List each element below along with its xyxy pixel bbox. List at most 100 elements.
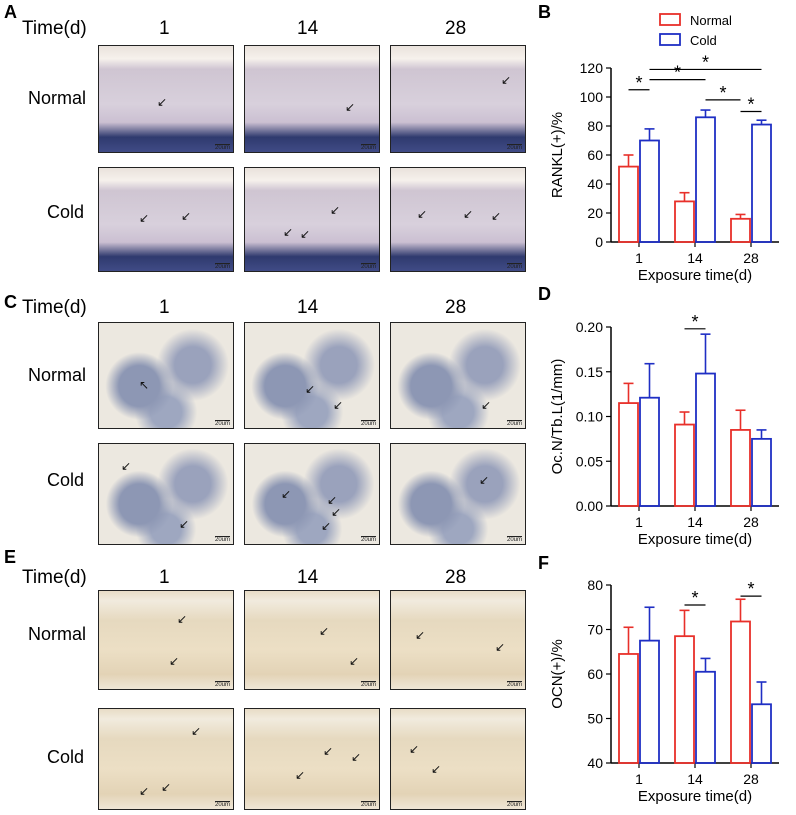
arrow-icon: ↙ bbox=[177, 612, 188, 626]
scale-bar: 20um bbox=[506, 263, 522, 270]
y-axis-label: RANKL(+)/% bbox=[549, 112, 566, 198]
scale-bar: 20um bbox=[214, 144, 230, 151]
chart-rankl: 0 20 40 60 80 100 120 1 14 28 * * * * * Exposure time(d… bbox=[549, 13, 779, 284]
micrograph-e-normal-28: ↙ ↙ 20um bbox=[390, 590, 526, 690]
arrow-icon: ↙ bbox=[157, 95, 168, 109]
micrograph-a-cold-14: ↙ ↙ ↙ 20um bbox=[244, 167, 380, 272]
significance-star: * bbox=[691, 312, 698, 332]
scale-bar: 20um bbox=[214, 801, 230, 808]
arrow-icon: ↙ bbox=[417, 207, 428, 221]
scale-bar: 20um bbox=[360, 801, 376, 808]
time-header-a: Time(d) bbox=[22, 18, 87, 39]
arrow-icon: ↙ bbox=[281, 487, 292, 501]
time-label-a-28: 28 bbox=[445, 18, 467, 39]
micrograph-c-normal-28: ↙ 20um bbox=[390, 322, 526, 429]
arrow-icon: ↙ bbox=[327, 493, 338, 507]
bar-normal-28 bbox=[730, 217, 751, 243]
bar-normal-14 bbox=[674, 200, 695, 243]
x-tick-label: 1 bbox=[635, 771, 643, 787]
y-tick-label: 0.00 bbox=[576, 498, 603, 514]
arrow-icon: ↙ bbox=[349, 654, 360, 668]
time-label-c-28: 28 bbox=[445, 297, 467, 318]
bar-normal-1 bbox=[618, 653, 639, 764]
time-label-e-14: 14 bbox=[297, 567, 319, 588]
scale-bar: 20um bbox=[360, 263, 376, 270]
arrow-icon: ↙ bbox=[191, 724, 202, 738]
arrow-icon: ↙ bbox=[305, 382, 316, 396]
significance-star: * bbox=[691, 588, 698, 608]
x-tick-label: 28 bbox=[743, 514, 759, 530]
x-tick-label: 1 bbox=[635, 250, 643, 266]
y-tick-label: 0.10 bbox=[576, 409, 603, 425]
bar-cold-14 bbox=[695, 372, 716, 507]
arrow-icon: ↙ bbox=[409, 742, 420, 756]
panel-letter-a: A bbox=[4, 2, 17, 22]
x-tick-label: 14 bbox=[687, 771, 703, 787]
y-tick-label: 60 bbox=[587, 666, 603, 682]
arrow-icon: ↙ bbox=[501, 73, 512, 87]
x-tick-label: 28 bbox=[743, 250, 759, 266]
chart-oc-n-tb-l: 0.00 0.05 0.10 0.15 0.20 1 14 28 * Exposure time(… bbox=[549, 312, 779, 548]
arrow-icon: ↙ bbox=[323, 744, 334, 758]
micrograph-e-cold-14: ↙ ↙ ↙ 20um bbox=[244, 708, 380, 810]
panel-letter-f: F bbox=[538, 553, 549, 573]
y-tick-label: 120 bbox=[580, 60, 604, 76]
y-tick-label: 70 bbox=[587, 622, 603, 638]
bar-cold-1 bbox=[639, 396, 660, 507]
bar-cold-14 bbox=[695, 670, 716, 764]
time-label-e-28: 28 bbox=[445, 567, 467, 588]
x-tick-label: 28 bbox=[743, 771, 759, 787]
arrow-icon: ↙ bbox=[295, 768, 306, 782]
x-tick-label: 14 bbox=[687, 250, 703, 266]
micrograph-a-cold-1: ↙ ↙ 20um bbox=[98, 167, 234, 272]
scale-bar: 20um bbox=[360, 681, 376, 688]
arrow-icon: ↙ bbox=[321, 519, 332, 533]
x-axis-label: Exposure time(d) bbox=[638, 531, 752, 548]
y-tick-label: 60 bbox=[587, 147, 603, 163]
bar-cold-28 bbox=[751, 437, 772, 507]
arrow-icon: ↙ bbox=[333, 398, 344, 412]
arrow-icon: ↙ bbox=[121, 459, 132, 473]
y-tick-label: 20 bbox=[587, 205, 603, 221]
time-label-c-14: 14 bbox=[297, 297, 319, 318]
significance-star: * bbox=[674, 63, 681, 83]
legend-swatch-normal bbox=[659, 13, 681, 26]
significance-star: * bbox=[635, 73, 642, 93]
arrow-icon: ↙ bbox=[181, 209, 192, 223]
scale-bar: 20um bbox=[506, 536, 522, 543]
panel-letter-b: B bbox=[538, 2, 551, 22]
row-label-a-normal: Normal bbox=[28, 88, 87, 108]
scale-bar: 20um bbox=[214, 420, 230, 427]
x-axis-label: Exposure time(d) bbox=[638, 788, 752, 805]
bar-cold-1 bbox=[639, 639, 660, 764]
panel-letter-d: D bbox=[538, 284, 551, 304]
y-tick-label: 0.15 bbox=[576, 364, 603, 380]
arrow-icon: ↙ bbox=[479, 473, 490, 487]
time-header-c: Time(d) bbox=[22, 297, 87, 318]
scale-bar: 20um bbox=[506, 681, 522, 688]
time-label-c-1: 1 bbox=[159, 297, 170, 318]
y-tick-label: 40 bbox=[587, 755, 603, 771]
chart-ocn: 40 50 60 70 80 1 14 28 * * Exposure time(d) OCN(+)/… bbox=[549, 577, 779, 805]
row-label-c-normal: Normal bbox=[28, 365, 87, 385]
time-header-e: Time(d) bbox=[22, 567, 87, 588]
time-label-e-1: 1 bbox=[159, 567, 170, 588]
arrow-icon: ↙ bbox=[491, 209, 502, 223]
significance-star: * bbox=[747, 95, 754, 115]
time-label-a-1: 1 bbox=[159, 18, 170, 39]
row-label-c-cold: Cold bbox=[47, 470, 85, 490]
row-label-e-normal: Normal bbox=[28, 624, 87, 644]
row-label-a-cold: Cold bbox=[47, 202, 85, 222]
micrograph-a-normal-28: ↙ 20um bbox=[390, 45, 526, 153]
scale-bar: 20um bbox=[214, 263, 230, 270]
panel-letter-e: E bbox=[4, 547, 17, 567]
micrograph-e-cold-1: ↙ ↙ ↙ 20um bbox=[98, 708, 234, 810]
arrow-icon: ↙ bbox=[300, 227, 311, 241]
scale-bar: 20um bbox=[214, 536, 230, 543]
time-label-a-14: 14 bbox=[297, 18, 319, 39]
x-axis-label: Exposure time(d) bbox=[638, 267, 752, 284]
scale-bar: 20um bbox=[360, 144, 376, 151]
arrow-icon: ↙ bbox=[169, 654, 180, 668]
arrow-icon: ↙ bbox=[179, 517, 190, 531]
arrow-icon: ↙ bbox=[345, 100, 356, 114]
